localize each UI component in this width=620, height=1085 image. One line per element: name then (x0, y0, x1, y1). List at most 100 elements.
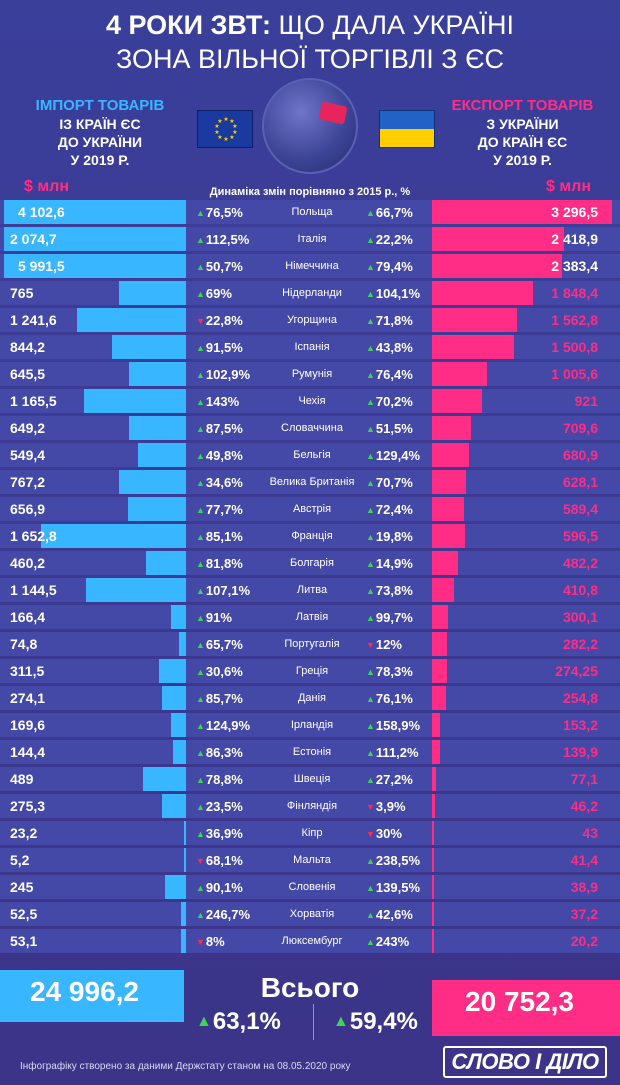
up-arrow-icon: ▲ (196, 1013, 212, 1030)
export-change: ▲79,4% (366, 259, 413, 274)
export-change-value: 12% (375, 637, 402, 652)
export-change-value: 99,7% (375, 610, 413, 625)
export-change: ▲43,8% (366, 340, 413, 355)
import-change-value: 76,5% (205, 205, 243, 220)
import-bar (183, 821, 186, 845)
page-title-line2: ЗОНА ВІЛЬНОЇ ТОРГІВЛІ З ЄС (115, 44, 505, 74)
export-value: 37,2 (570, 906, 598, 922)
export-change: ▲51,5% (366, 421, 413, 436)
import-bar (129, 362, 186, 386)
country-name: Іспанія (294, 341, 330, 353)
import-value: 489 (10, 771, 34, 787)
table-row: 52,5 ▲246,7% Хорватія ▲42,6% 37,2 (0, 902, 620, 926)
country-name: Болгарія (290, 557, 334, 569)
up-arrow-icon: ▲ (196, 586, 205, 596)
country-name: Естонія (292, 746, 332, 758)
export-change: ▲243% (366, 934, 409, 949)
table-row: 1 652,8 ▲85,1% Франція ▲19,8% 596,5 (0, 524, 620, 548)
export-change-value: 72,4% (375, 502, 413, 517)
export-change: ▲73,8% (366, 583, 413, 598)
export-value: 282,2 (562, 636, 598, 652)
import-change: ▲90,1% (196, 880, 243, 895)
svg-text:★: ★ (232, 129, 237, 136)
up-arrow-icon: ▲ (196, 775, 205, 785)
export-change: ▲78,3% (366, 664, 413, 679)
title-bold: 4 РОКИ ЗВТ: (105, 10, 272, 40)
import-change-value: 30,6% (205, 664, 243, 679)
export-value: 1 500,8 (551, 339, 598, 355)
import-change: ▲78,8% (196, 772, 243, 787)
country-name: Хорватія (289, 908, 335, 920)
up-arrow-icon: ▲ (366, 667, 375, 677)
total-import-box: 24 996,2 (0, 970, 184, 1022)
up-arrow-icon: ▲ (196, 721, 205, 731)
import-line2: ДО УКРАЇНИ (57, 134, 143, 150)
export-change: ▲70,2% (366, 394, 413, 409)
import-change: ▲65,7% (196, 637, 243, 652)
up-arrow-icon: ▲ (196, 478, 205, 488)
table-row: 169,6 ▲124,9% Ірландія ▲158,9% 153,2 (0, 713, 620, 737)
export-bar (432, 524, 465, 548)
up-arrow-icon: ▲ (196, 424, 205, 434)
export-value: 300,1 (562, 609, 598, 625)
export-change: ▲19,8% (366, 529, 413, 544)
export-change-value: 19,8% (375, 529, 413, 544)
import-change-value: 246,7% (205, 907, 251, 922)
up-arrow-icon: ▲ (366, 613, 375, 623)
import-change: ▲85,1% (196, 529, 243, 544)
import-change-value: 107,1% (205, 583, 251, 598)
export-value: 38,9 (570, 879, 598, 895)
up-arrow-icon: ▲ (366, 532, 375, 542)
export-change-value: 78,3% (375, 664, 413, 679)
import-bar (158, 659, 186, 683)
export-change: ▲14,9% (366, 556, 413, 571)
import-bar (83, 389, 186, 413)
up-arrow-icon: ▲ (196, 640, 205, 650)
export-bar (432, 848, 435, 872)
table-row: 5,2 ▼68,1% Мальта ▲238,5% 41,4 (0, 848, 620, 872)
export-change-value: 129,4% (375, 448, 421, 463)
export-change-value: 30% (375, 826, 402, 841)
export-change: ▲76,1% (366, 691, 413, 706)
export-value: 589,4 (562, 501, 598, 517)
svg-text:★: ★ (217, 118, 222, 125)
export-value: 77,1 (570, 771, 598, 787)
table-row: 489 ▲78,8% Швеція ▲27,2% 77,1 (0, 767, 620, 791)
up-arrow-icon: ▲ (196, 532, 205, 542)
svg-text:★: ★ (223, 136, 228, 143)
up-arrow-icon: ▲ (196, 289, 205, 299)
export-value: 3 296,5 (551, 204, 598, 220)
import-change: ▲23,5% (196, 799, 243, 814)
export-header: ЕКСПОРТ ТОВАРІВ З УКРАЇНИ ДО КРАЇН ЄС У … (430, 97, 615, 169)
export-bar (432, 497, 465, 521)
country-name: Данія (297, 692, 327, 704)
import-change: ▲246,7% (196, 907, 250, 922)
up-arrow-icon: ▲ (196, 208, 205, 218)
export-change-value: 73,8% (375, 583, 413, 598)
export-value: 153,2 (562, 717, 598, 733)
export-bar (432, 443, 470, 467)
up-arrow-icon: ▲ (366, 505, 375, 515)
up-arrow-icon: ▲ (333, 1013, 349, 1030)
table-row: 144,4 ▲86,3% Естонія ▲111,2% 139,9 (0, 740, 620, 764)
table-row: 460,2 ▲81,8% Болгарія ▲14,9% 482,2 (0, 551, 620, 575)
export-change: ▲22,2% (366, 232, 413, 247)
import-value: 1 165,5 (10, 393, 57, 409)
import-bar (181, 902, 186, 926)
import-value: 245 (10, 879, 34, 895)
import-bar (164, 875, 186, 899)
import-bar (4, 227, 186, 251)
export-change-value: 3,9% (375, 799, 406, 814)
import-change-value: 90,1% (205, 880, 243, 895)
import-bar (161, 794, 186, 818)
import-change: ▲91% (196, 610, 232, 625)
country-name: Чехія (298, 395, 326, 407)
import-change-value: 50,7% (205, 259, 243, 274)
export-change-value: 76,4% (375, 367, 413, 382)
export-value: 628,1 (562, 474, 598, 490)
export-change-value: 66,7% (375, 205, 413, 220)
up-arrow-icon: ▲ (366, 208, 375, 218)
table-row: 649,2 ▲87,5% Словаччина ▲51,5% 709,6 (0, 416, 620, 440)
import-value: 274,1 (10, 690, 46, 706)
import-change-value: 112,5% (205, 232, 250, 247)
